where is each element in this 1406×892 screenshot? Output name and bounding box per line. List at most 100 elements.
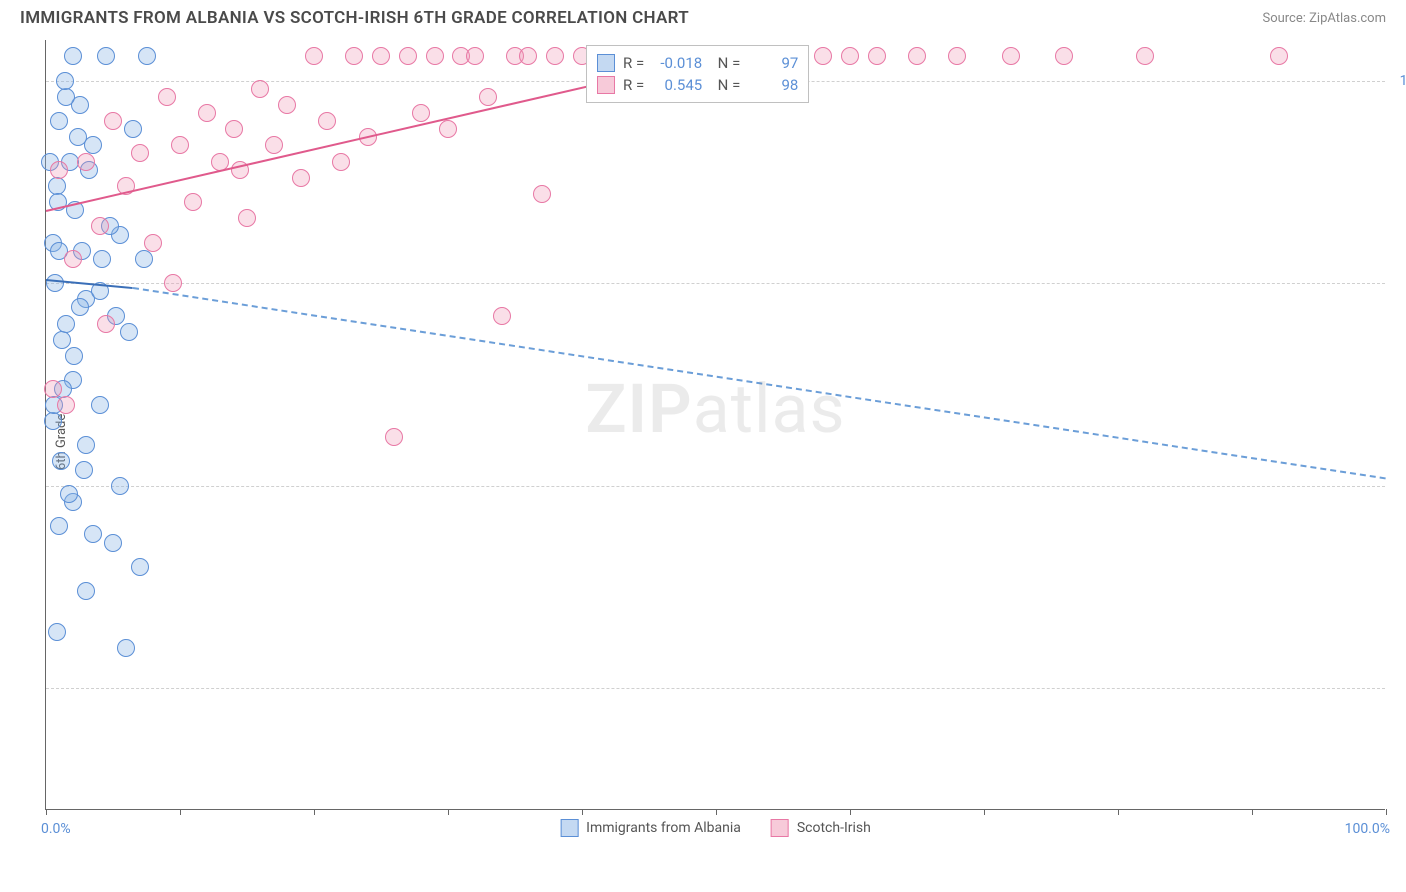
scatter-point [164, 274, 182, 292]
scatter-point [1055, 47, 1073, 65]
scatter-point [46, 274, 64, 292]
pink-r-value: 0.545 [652, 76, 702, 94]
scatter-point [84, 525, 102, 543]
scatter-point [345, 47, 363, 65]
scatter-point [77, 153, 95, 171]
pink-n-value: 98 [748, 76, 798, 94]
scatter-point [533, 185, 551, 203]
scatter-point [131, 144, 149, 162]
legend-label-pink: Scotch-Irish [797, 820, 871, 836]
scatter-point [91, 217, 109, 235]
scatter-point [412, 104, 430, 122]
scatter-point [439, 120, 457, 138]
scatter-point [77, 436, 95, 454]
chart-plot-area: 6th Grade ZIPatlas 0.0% 100.0% R = -0.01… [45, 40, 1385, 810]
scatter-point [104, 534, 122, 552]
scatter-point [868, 47, 886, 65]
scatter-point [332, 153, 350, 171]
scatter-point [1270, 47, 1288, 65]
scatter-point [144, 234, 162, 252]
scatter-point [305, 47, 323, 65]
scatter-point [841, 47, 859, 65]
scatter-point [158, 88, 176, 106]
scatter-point [546, 47, 564, 65]
scatter-point [238, 209, 256, 227]
scatter-point [120, 323, 138, 341]
gridline [46, 486, 1385, 487]
scatter-point [64, 250, 82, 268]
x-tick [180, 809, 181, 815]
pink-swatch-icon [771, 819, 789, 837]
blue-swatch-icon [560, 819, 578, 837]
scatter-point [466, 47, 484, 65]
scatter-point [56, 72, 74, 90]
legend-label-blue: Immigrants from Albania [586, 820, 741, 836]
scatter-point [69, 128, 87, 146]
stats-label: N = [710, 54, 740, 72]
scatter-point [57, 396, 75, 414]
x-tick [1118, 809, 1119, 815]
scatter-point [124, 120, 142, 138]
scatter-point [225, 120, 243, 138]
stats-label: R = [623, 54, 644, 72]
scatter-point [65, 347, 83, 365]
scatter-point [493, 307, 511, 325]
scatter-point [57, 315, 75, 333]
scatter-point [184, 193, 202, 211]
x-tick [1386, 809, 1387, 815]
scatter-point [52, 452, 70, 470]
scatter-point [519, 47, 537, 65]
legend-item-pink: Scotch-Irish [771, 819, 871, 837]
scatter-point [138, 47, 156, 65]
stats-label: N = [710, 76, 740, 94]
scatter-point [318, 112, 336, 130]
x-tick [850, 809, 851, 815]
scatter-point [57, 88, 75, 106]
x-tick [314, 809, 315, 815]
scatter-point [399, 47, 417, 65]
y-tick-label: 100.0% [1400, 73, 1406, 89]
scatter-point [93, 250, 111, 268]
scatter-point [48, 623, 66, 641]
scatter-point [948, 47, 966, 65]
scatter-point [50, 112, 68, 130]
scatter-point [1136, 47, 1154, 65]
chart-source: Source: ZipAtlas.com [1262, 11, 1386, 26]
pink-swatch-icon [597, 76, 615, 94]
x-tick [716, 809, 717, 815]
scatter-point [171, 136, 189, 154]
scatter-point [50, 161, 68, 179]
scatter-point [251, 80, 269, 98]
scatter-point [814, 47, 832, 65]
chart-title: IMMIGRANTS FROM ALBANIA VS SCOTCH-IRISH … [20, 8, 689, 28]
x-tick [46, 809, 47, 815]
scatter-point [91, 396, 109, 414]
blue-r-value: -0.018 [652, 54, 702, 72]
legend: Immigrants from Albania Scotch-Irish [560, 819, 871, 837]
scatter-point [44, 380, 62, 398]
scatter-point [77, 582, 95, 600]
scatter-point [60, 485, 78, 503]
scatter-point [71, 298, 89, 316]
scatter-point [135, 250, 153, 268]
watermark: ZIPatlas [585, 369, 845, 449]
scatter-point [97, 47, 115, 65]
x-tick [1252, 809, 1253, 815]
scatter-point [292, 169, 310, 187]
x-tick [448, 809, 449, 815]
scatter-point [75, 461, 93, 479]
scatter-point [53, 331, 71, 349]
gridline [46, 283, 1385, 284]
scatter-point [908, 47, 926, 65]
correlation-stats-box: R = -0.018 N = 97 R = 0.545 N = 98 [586, 45, 809, 103]
scatter-point [372, 47, 390, 65]
x-tick [582, 809, 583, 815]
scatter-point [131, 558, 149, 576]
x-tick [984, 809, 985, 815]
scatter-point [44, 412, 62, 430]
x-axis-min-label: 0.0% [41, 821, 71, 837]
legend-item-blue: Immigrants from Albania [560, 819, 741, 837]
scatter-point [111, 477, 129, 495]
scatter-point [50, 517, 68, 535]
scatter-point [104, 112, 122, 130]
